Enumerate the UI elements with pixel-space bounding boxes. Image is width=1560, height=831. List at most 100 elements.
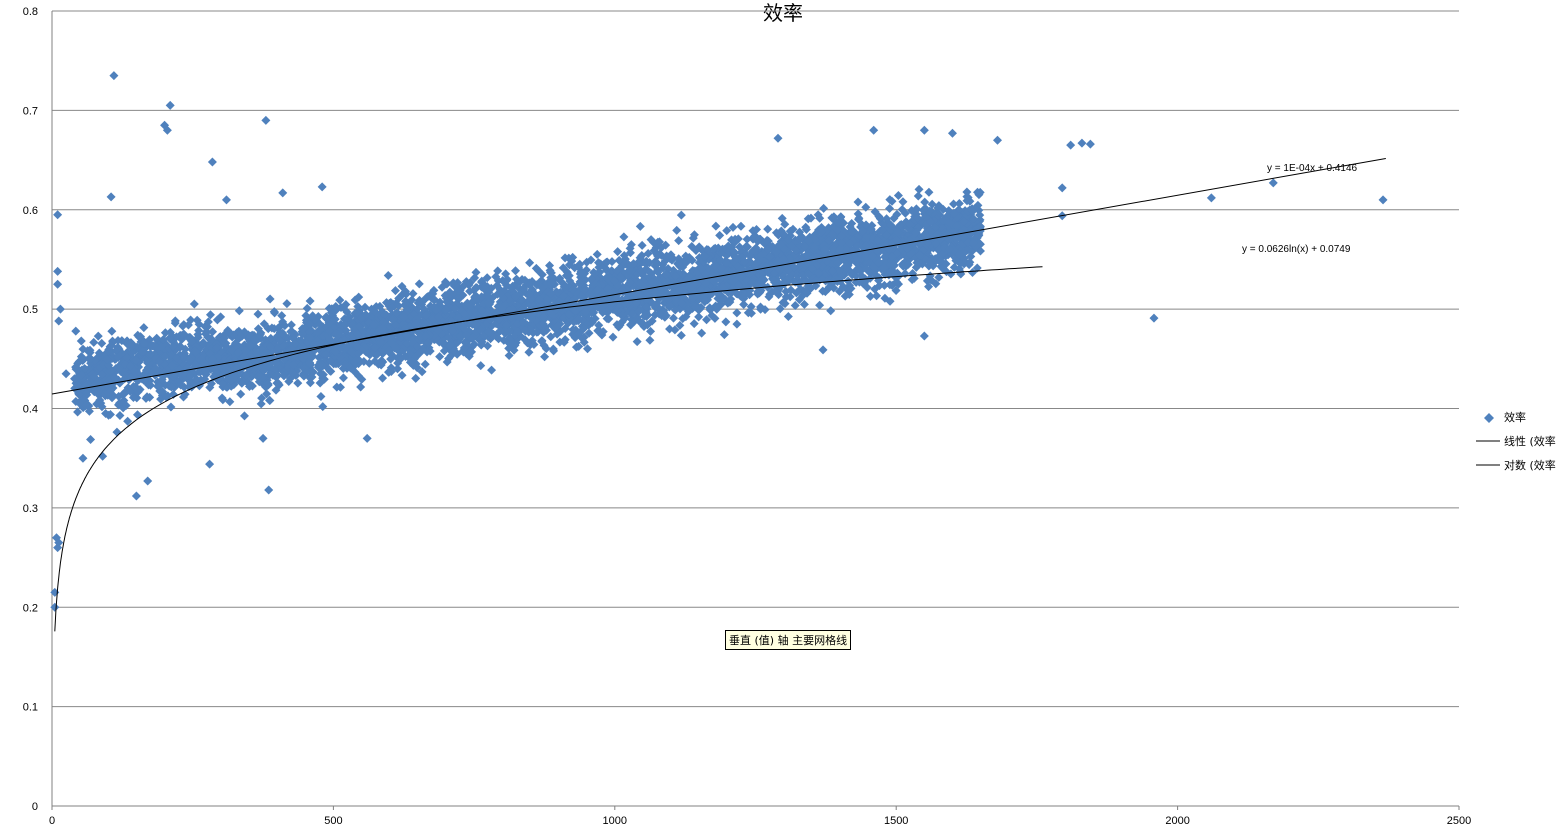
scatter-point[interactable]: [694, 253, 704, 263]
scatter-point[interactable]: [74, 390, 84, 400]
scatter-point[interactable]: [892, 235, 902, 245]
scatter-point[interactable]: [152, 333, 162, 343]
scatter-point[interactable]: [525, 258, 535, 268]
scatter-point[interactable]: [670, 325, 680, 335]
scatter-point[interactable]: [237, 378, 247, 388]
scatter-point[interactable]: [73, 380, 83, 390]
scatter-point[interactable]: [322, 314, 332, 324]
scatter-point[interactable]: [533, 266, 543, 276]
scatter-point[interactable]: [913, 191, 923, 201]
scatter-point[interactable]: [139, 323, 149, 333]
scatter-point[interactable]: [846, 268, 856, 278]
scatter-point[interactable]: [324, 326, 334, 336]
scatter-point[interactable]: [813, 248, 823, 258]
scatter-point[interactable]: [301, 350, 311, 360]
scatter-point[interactable]: [715, 230, 725, 240]
scatter-point[interactable]: [138, 346, 148, 356]
scatter-point[interactable]: [891, 285, 901, 295]
scatter-point[interactable]: [643, 248, 653, 258]
scatter-point[interactable]: [191, 347, 201, 357]
scatter-point[interactable]: [241, 346, 251, 356]
scatter-point[interactable]: [593, 258, 603, 268]
scatter-point[interactable]: [962, 187, 972, 197]
scatter-point[interactable]: [597, 305, 607, 315]
scatter-point[interactable]: [608, 332, 618, 342]
scatter-point[interactable]: [809, 242, 819, 252]
scatter-point[interactable]: [378, 373, 388, 383]
scatter-point[interactable]: [86, 354, 96, 364]
scatter-point[interactable]: [358, 333, 368, 343]
scatter-point[interactable]: [431, 305, 441, 315]
scatter-point[interactable]: [305, 378, 315, 388]
scatter-point[interactable]: [969, 214, 979, 224]
scatter-point[interactable]: [671, 271, 681, 281]
scatter-point[interactable]: [661, 311, 671, 321]
scatter-point[interactable]: [710, 313, 720, 323]
scatter-point[interactable]: [672, 225, 682, 235]
scatter-point[interactable]: [76, 370, 86, 380]
scatter-point[interactable]: [833, 258, 843, 268]
scatter-point[interactable]: [428, 289, 438, 299]
scatter-point[interactable]: [81, 401, 91, 411]
scatter-point[interactable]: [975, 221, 985, 231]
scatter-point[interactable]: [892, 277, 902, 287]
scatter-point[interactable]: [549, 346, 559, 356]
scatter-point[interactable]: [441, 305, 451, 315]
scatter-point[interactable]: [538, 319, 548, 329]
scatter-point[interactable]: [944, 244, 954, 254]
scatter-point[interactable]: [495, 289, 505, 299]
scatter-point[interactable]: [716, 296, 726, 306]
scatter-point[interactable]: [586, 255, 596, 265]
scatter-point[interactable]: [447, 326, 457, 336]
scatter-point[interactable]: [722, 226, 732, 236]
scatter-point[interactable]: [697, 328, 707, 338]
scatter-point[interactable]: [592, 249, 602, 259]
scatter-point[interactable]: [511, 266, 521, 276]
scatter-point[interactable]: [329, 315, 339, 325]
scatter-point[interactable]: [840, 291, 850, 301]
scatter-point[interactable]: [93, 331, 103, 341]
scatter-point[interactable]: [483, 298, 493, 308]
scatter-point[interactable]: [617, 310, 627, 320]
scatter-point[interactable]: [967, 267, 977, 277]
scatter-point[interactable]: [266, 333, 276, 343]
scatter-point[interactable]: [732, 308, 742, 318]
scatter-point[interactable]: [506, 283, 516, 293]
scatter-point[interactable]: [252, 348, 262, 358]
scatter-point[interactable]: [226, 358, 236, 368]
scatter-point[interactable]: [838, 282, 848, 292]
scatter-point[interactable]: [584, 289, 594, 299]
scatter-point[interactable]: [607, 298, 617, 308]
scatter-point[interactable]: [820, 245, 830, 255]
scatter-point[interactable]: [520, 275, 530, 285]
scatter-point[interactable]: [810, 235, 820, 245]
scatter-point[interactable]: [302, 303, 312, 313]
scatter-point[interactable]: [145, 349, 155, 359]
scatter-point[interactable]: [405, 349, 415, 359]
scatter-point[interactable]: [506, 296, 516, 306]
scatter-point[interactable]: [326, 366, 336, 376]
scatter-point[interactable]: [115, 378, 125, 388]
scatter-point[interactable]: [405, 357, 415, 367]
scatter-point[interactable]: [889, 213, 899, 223]
scatter-point[interactable]: [437, 282, 447, 292]
scatter-point[interactable]: [819, 203, 829, 213]
scatter-point[interactable]: [879, 263, 889, 273]
scatter-point[interactable]: [459, 281, 469, 291]
scatter-point[interactable]: [386, 354, 396, 364]
scatter-point[interactable]: [155, 386, 165, 396]
scatter-point[interactable]: [861, 252, 871, 262]
scatter-point[interactable]: [653, 251, 663, 261]
scatter-point[interactable]: [469, 339, 479, 349]
scatter-point[interactable]: [133, 387, 143, 397]
scatter-point[interactable]: [245, 341, 255, 351]
scatter-point[interactable]: [339, 314, 349, 324]
scatter-point[interactable]: [502, 325, 512, 335]
scatter-point[interactable]: [97, 402, 107, 412]
scatter-point[interactable]: [105, 409, 115, 419]
scatter-point[interactable]: [800, 242, 810, 252]
scatter-point[interactable]: [259, 365, 269, 375]
scatter-point[interactable]: [632, 337, 642, 347]
scatter-point[interactable]: [826, 306, 836, 316]
scatter-point[interactable]: [471, 267, 481, 277]
